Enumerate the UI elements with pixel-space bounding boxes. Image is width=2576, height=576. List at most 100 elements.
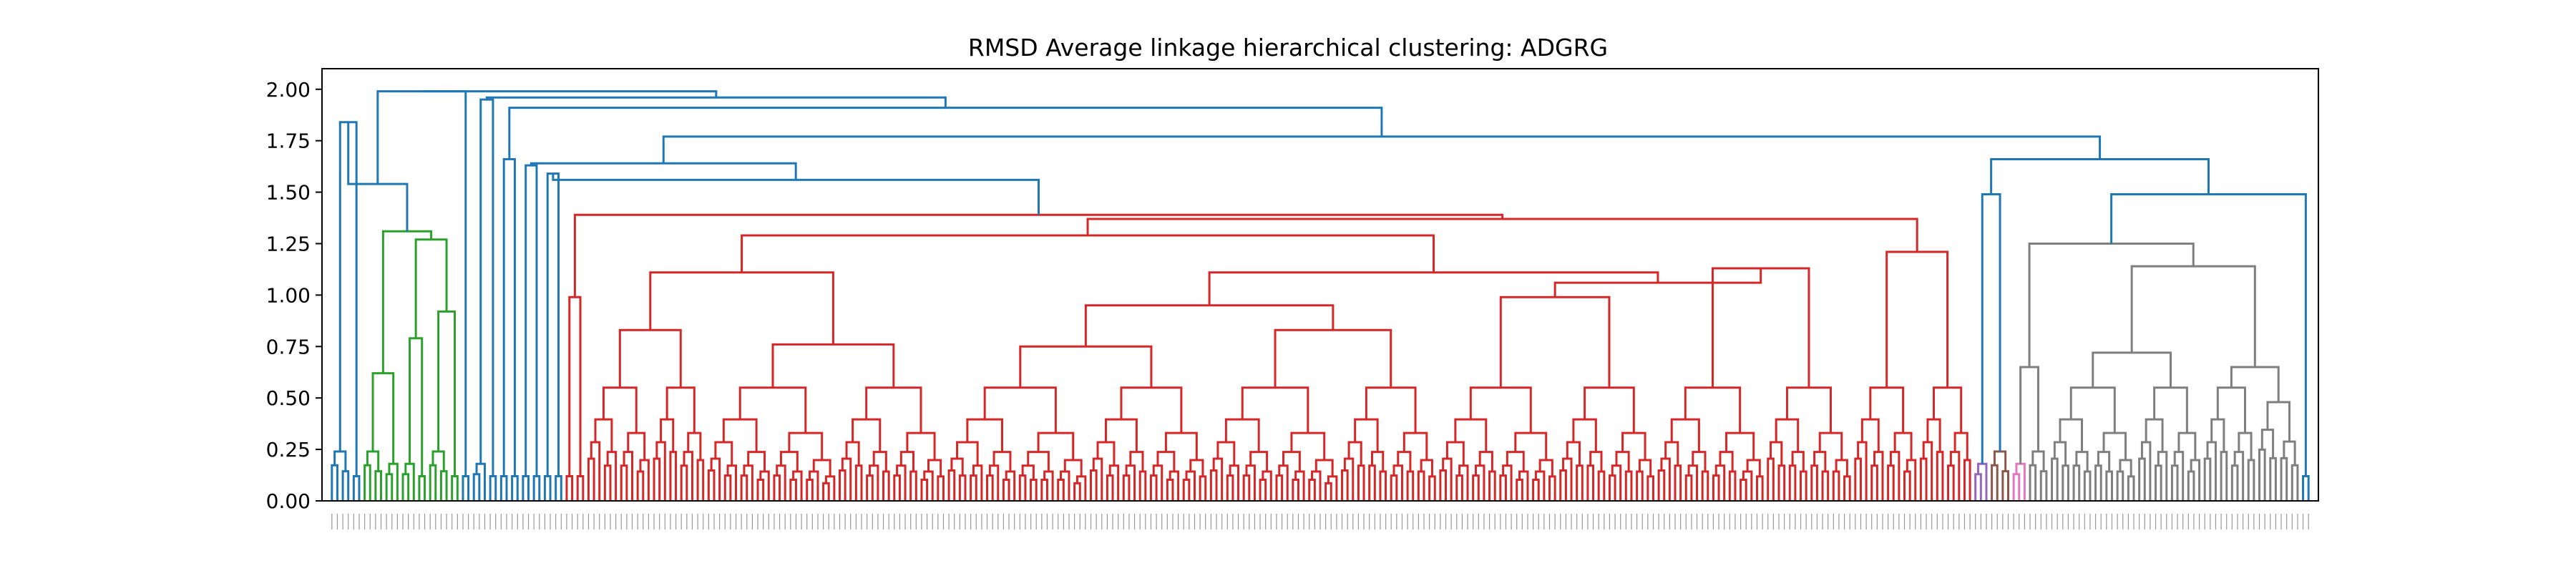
- link-99: [923, 470, 934, 501]
- link-30: [511, 474, 519, 501]
- link-105: [649, 271, 834, 345]
- link-91: [882, 470, 890, 501]
- link-217: [1562, 457, 1573, 501]
- link-183: [1354, 418, 1379, 452]
- link-184: [1390, 474, 1398, 501]
- link-57: [683, 451, 693, 501]
- link-218: [1576, 464, 1584, 501]
- link-272: [1854, 457, 1862, 501]
- leaf-labels: [331, 514, 2309, 529]
- link-127: [1075, 475, 1087, 501]
- link-55: [660, 418, 675, 452]
- link-327: [2157, 451, 2168, 501]
- link-25: [472, 473, 481, 501]
- link-77: [779, 451, 799, 472]
- link-101: [927, 459, 942, 477]
- link-98: [920, 478, 929, 501]
- link-84: [738, 386, 807, 434]
- link-190: [1420, 459, 1433, 477]
- link-277: [1887, 464, 1895, 501]
- link-293: [1086, 218, 1918, 252]
- link-290: [1953, 431, 1968, 461]
- link-107: [958, 474, 967, 501]
- link-80: [822, 482, 830, 501]
- link-239: [1687, 464, 1699, 501]
- link-221: [1597, 470, 1606, 501]
- link-73: [773, 474, 781, 501]
- link-148: [1199, 475, 1207, 501]
- y-tick-label-5: 1.25: [266, 232, 311, 255]
- link-24: [376, 90, 467, 477]
- link-95: [896, 464, 907, 501]
- link-269: [1553, 268, 1762, 298]
- link-311: [2053, 441, 2067, 466]
- link-268: [1711, 267, 1810, 388]
- link-54: [669, 451, 678, 501]
- link-227: [1615, 451, 1630, 472]
- link-286: [1926, 418, 1941, 452]
- link-58: [696, 459, 705, 501]
- link-360: [485, 96, 947, 108]
- link-248: [1742, 470, 1753, 501]
- link-300: [2001, 470, 2009, 501]
- link-350: [2283, 440, 2296, 466]
- link-348: [2280, 457, 2288, 501]
- link-150: [1164, 431, 1198, 461]
- link-308: [2019, 366, 2039, 464]
- link-244: [1714, 464, 1726, 501]
- link-186: [1406, 470, 1415, 501]
- link-79: [809, 470, 819, 501]
- link-329: [2170, 464, 2179, 501]
- link-254: [1777, 464, 1786, 501]
- link-61: [618, 328, 682, 388]
- link-275: [1873, 451, 1884, 501]
- link-266: [1818, 431, 1843, 461]
- link-138: [1138, 470, 1147, 501]
- link-167: [1294, 470, 1305, 501]
- link-257: [1800, 470, 1807, 501]
- link-120: [1021, 464, 1035, 480]
- link-97: [899, 451, 914, 472]
- link-100: [937, 475, 945, 501]
- link-278: [1889, 451, 1901, 501]
- y-tick-label-3: 0.75: [266, 335, 311, 358]
- link-74: [776, 464, 786, 501]
- y-axis: 0.00 0.25 0.50 0.75 1.00 1.25 1.50 1.75 2.00: [266, 78, 322, 513]
- link-149: [1189, 459, 1204, 477]
- link-291: [1933, 386, 1963, 434]
- link-50: [627, 431, 646, 461]
- link-343: [2238, 431, 2253, 461]
- y-tick-label-7: 1.75: [266, 130, 311, 153]
- link-207: [1516, 478, 1523, 501]
- link-142: [1152, 464, 1163, 501]
- link-354: [2028, 242, 2195, 368]
- link-1: [341, 470, 350, 501]
- link-219: [1566, 441, 1581, 466]
- link-164: [1275, 474, 1284, 501]
- link-67: [740, 474, 748, 501]
- link-18: [451, 474, 459, 501]
- link-62: [707, 469, 716, 501]
- link-36: [555, 474, 562, 501]
- link-283: [1919, 457, 1928, 501]
- link-185: [1392, 464, 1403, 501]
- link-358: [662, 135, 2102, 164]
- link-23: [462, 474, 470, 501]
- link-147: [1185, 470, 1196, 501]
- link-220: [1586, 464, 1595, 501]
- link-264: [1843, 475, 1851, 501]
- link-133: [1106, 474, 1114, 501]
- link-31: [502, 158, 516, 477]
- link-38: [565, 474, 574, 501]
- link-109: [970, 474, 977, 501]
- link-316: [2094, 464, 2102, 501]
- link-216: [1559, 469, 1567, 501]
- y-tick-label-0: 0.00: [266, 489, 311, 513]
- link-45: [594, 418, 613, 452]
- link-284: [1922, 441, 1933, 501]
- link-126: [1073, 482, 1081, 501]
- link-236: [1674, 464, 1682, 501]
- link-209: [1506, 451, 1525, 472]
- link-333: [2177, 431, 2197, 461]
- link-273: [1857, 441, 1868, 501]
